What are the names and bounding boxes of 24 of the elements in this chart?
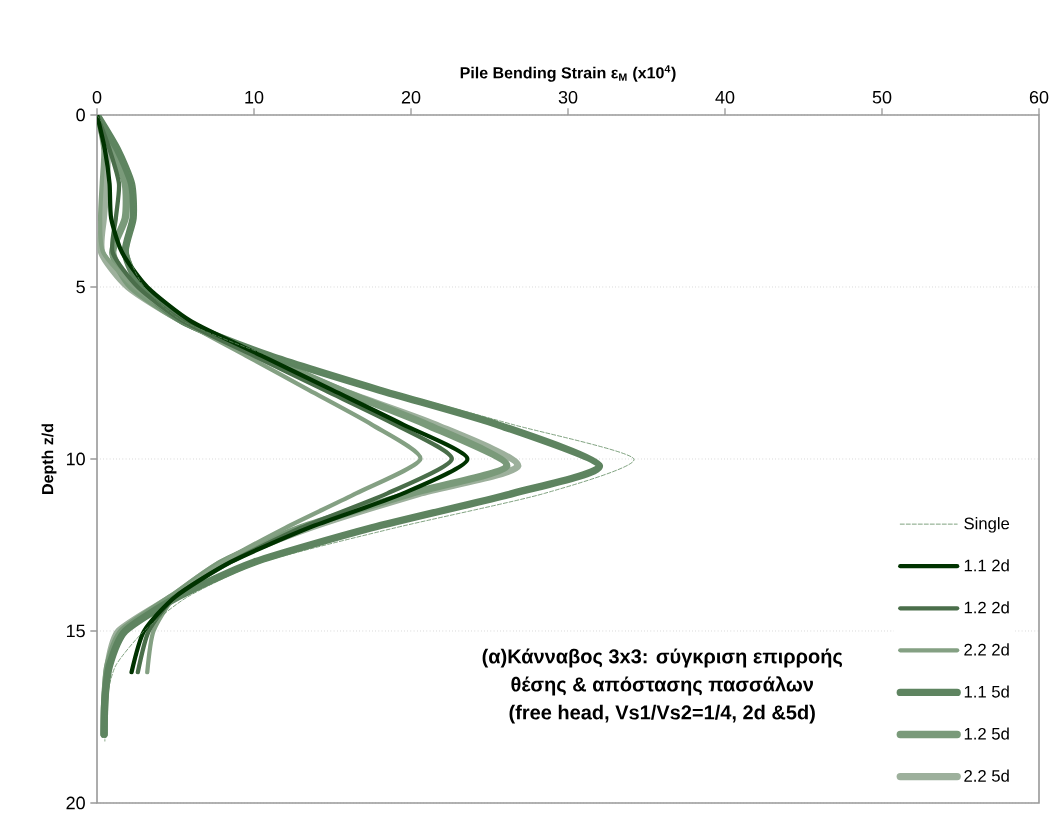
x-axis-title: Pile Bending Strain ε$_{M}$ (x10$^{4}$): [460, 65, 676, 82]
legend-label: 1.1 2d: [964, 559, 1009, 572]
x-tick-label: 50: [872, 90, 892, 104]
y-tick-label: 20: [66, 796, 85, 810]
x-tick-label: 30: [558, 90, 578, 104]
legend-label: Single: [964, 517, 1010, 533]
legend-label: 1.1 5d: [964, 685, 1009, 698]
x-tick-label: 10: [245, 90, 264, 104]
annotation: (α)Κάνναβος 3x3: σύγκριση επιρροής: [482, 648, 843, 668]
x-tick-label: 20: [401, 90, 421, 104]
y-tick-label: 0: [76, 108, 85, 122]
legend-label: 1.2 2d: [964, 601, 1009, 614]
x-tick-label: 40: [715, 90, 735, 104]
annotation: θέσης & απόστασης πασσάλων: [511, 676, 814, 696]
x-tick-label: 60: [1029, 90, 1049, 104]
y-axis-title: Depth z/d: [41, 424, 57, 494]
legend-label: 2.2 2d: [964, 643, 1009, 656]
y-tick-label: 5: [76, 280, 85, 294]
legend-label: 2.2 5d: [964, 769, 1009, 782]
annotation: (free head, Vs1/Vs2=1/4, 2d &5d): [509, 704, 815, 724]
legend-label: 1.2 5d: [964, 727, 1009, 740]
x-tick-label: 0: [92, 90, 102, 104]
y-tick-label: 15: [66, 624, 85, 638]
y-tick-label: 10: [66, 452, 85, 466]
